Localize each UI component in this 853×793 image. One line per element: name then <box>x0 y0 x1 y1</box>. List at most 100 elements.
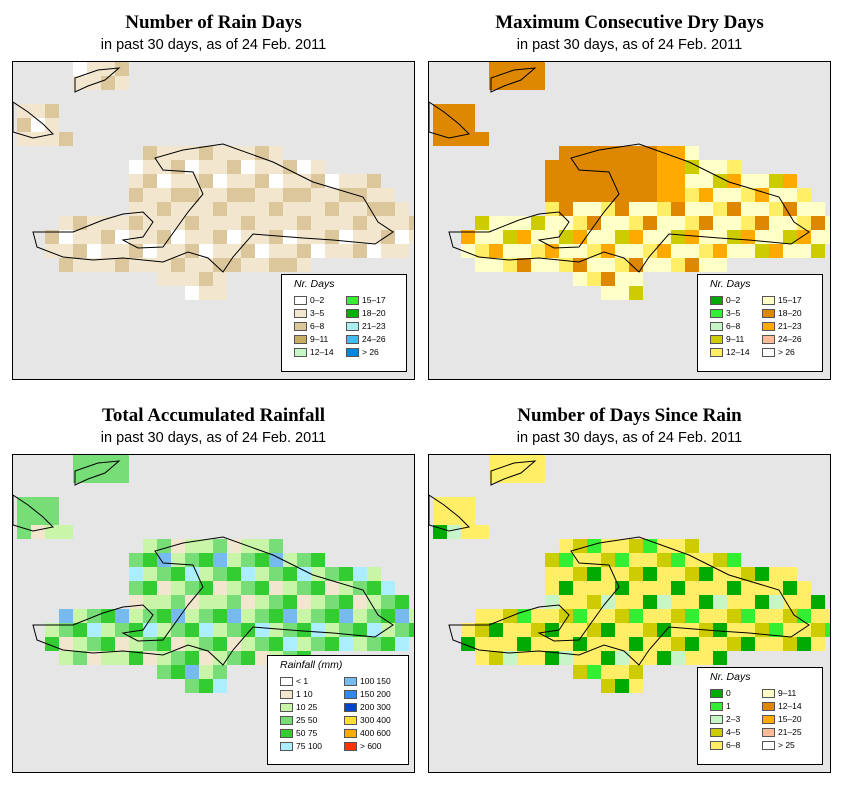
grid-cell <box>157 609 171 623</box>
grid-cell <box>587 202 601 216</box>
grid-cell <box>171 665 185 679</box>
grid-cell <box>115 244 129 258</box>
grid-cell <box>601 609 615 623</box>
grid-cell <box>517 623 531 637</box>
grid-cell <box>311 202 325 216</box>
grid-cell <box>227 567 241 581</box>
grid-cell <box>811 609 825 623</box>
grid-cell <box>157 581 171 595</box>
grid-cell <box>297 174 311 188</box>
legend-swatch <box>294 296 307 305</box>
grid-cell <box>601 286 615 300</box>
grid-cell <box>297 623 311 637</box>
grid-cell <box>227 651 241 665</box>
legend-dry-days: Nr. Days 0–2 3–5 6–8 9–11 12–14 15–17 18–20 21–… <box>697 274 823 372</box>
grid-cell <box>517 230 531 244</box>
grid-cell <box>559 539 573 553</box>
grid-cell <box>283 202 297 216</box>
legend-swatch <box>280 690 293 699</box>
legend-swatch <box>710 335 723 344</box>
grid-cell <box>129 581 143 595</box>
legend-label: 18–20 <box>778 308 802 318</box>
grid-cell <box>367 581 381 595</box>
grid-cell <box>311 623 325 637</box>
grid-cell <box>255 230 269 244</box>
grid-cell <box>115 651 129 665</box>
grid-cell <box>629 637 643 651</box>
legend-label: 6–8 <box>726 321 741 331</box>
grid-cell <box>297 202 311 216</box>
grid-cell <box>381 637 395 651</box>
grid-cell <box>601 230 615 244</box>
grid-cell <box>45 230 59 244</box>
grid-cell <box>353 216 367 230</box>
grid-cell <box>783 174 797 188</box>
map-dry-days: Nr. Days 0–2 3–5 6–8 9–11 12–14 15–17 18–20 21–… <box>428 61 831 380</box>
grid-cell <box>353 244 367 258</box>
grid-cell <box>685 623 699 637</box>
grid-cell <box>713 595 727 609</box>
grid-cell <box>101 637 115 651</box>
grid-cell <box>545 258 559 272</box>
grid-cell <box>685 553 699 567</box>
grid-cell <box>699 651 713 665</box>
grid-cell <box>59 637 73 651</box>
grid-cell <box>185 665 199 679</box>
grid-cell <box>171 539 185 553</box>
grid-cell <box>573 230 587 244</box>
grid-cell <box>213 539 227 553</box>
grid-cell <box>755 244 769 258</box>
grid-cell <box>325 567 339 581</box>
panel-rain-days: Number of Rain Days in past 30 days, as … <box>12 0 415 382</box>
legend-swatch <box>762 296 775 305</box>
grid-cell <box>671 188 685 202</box>
grid-cell <box>489 637 503 651</box>
grid-cell <box>269 188 283 202</box>
grid-cell <box>45 118 59 132</box>
grid-cell <box>269 609 283 623</box>
grid-cell <box>255 581 269 595</box>
grid-cell <box>213 174 227 188</box>
grid-cell <box>185 595 199 609</box>
legend-swatch <box>344 716 357 725</box>
grid-cell <box>213 160 227 174</box>
grid-cell <box>31 525 45 539</box>
grid-cell <box>657 651 671 665</box>
grid-cell <box>559 188 573 202</box>
panel-title: Total Accumulated Rainfall <box>101 405 326 426</box>
grid-cell <box>213 665 227 679</box>
grid-cell <box>339 637 353 651</box>
grid-cell <box>671 637 685 651</box>
grid-cell <box>475 637 489 651</box>
grid-cell <box>171 188 185 202</box>
grid-cell <box>587 188 601 202</box>
grid-cell <box>545 230 559 244</box>
grid-cell <box>671 230 685 244</box>
grid-cell <box>727 637 741 651</box>
grid-cell <box>447 497 461 511</box>
grid-cell <box>325 202 339 216</box>
grid-cell <box>395 230 409 244</box>
grid-cell <box>73 469 87 483</box>
legend-label: 300 400 <box>360 715 391 725</box>
grid-cell <box>227 595 241 609</box>
grid-cell <box>283 244 297 258</box>
grid-cell <box>461 511 475 525</box>
grid-cell <box>461 104 475 118</box>
grid-cell <box>559 244 573 258</box>
legend-title: Nr. Days <box>294 278 335 290</box>
grid-cell <box>115 469 129 483</box>
grid-cell <box>409 216 414 230</box>
legend-label: 21–23 <box>362 321 386 331</box>
coastline <box>448 536 810 666</box>
grid-cell <box>797 202 811 216</box>
grid-cell <box>311 216 325 230</box>
legend-swatch <box>762 741 775 750</box>
legend-label: > 600 <box>360 741 382 751</box>
grid-cell <box>685 581 699 595</box>
legend-swatch <box>280 729 293 738</box>
grid-cell <box>629 146 643 160</box>
grid-cell <box>447 132 461 146</box>
grid-cell <box>339 216 353 230</box>
grid-cell <box>199 665 213 679</box>
